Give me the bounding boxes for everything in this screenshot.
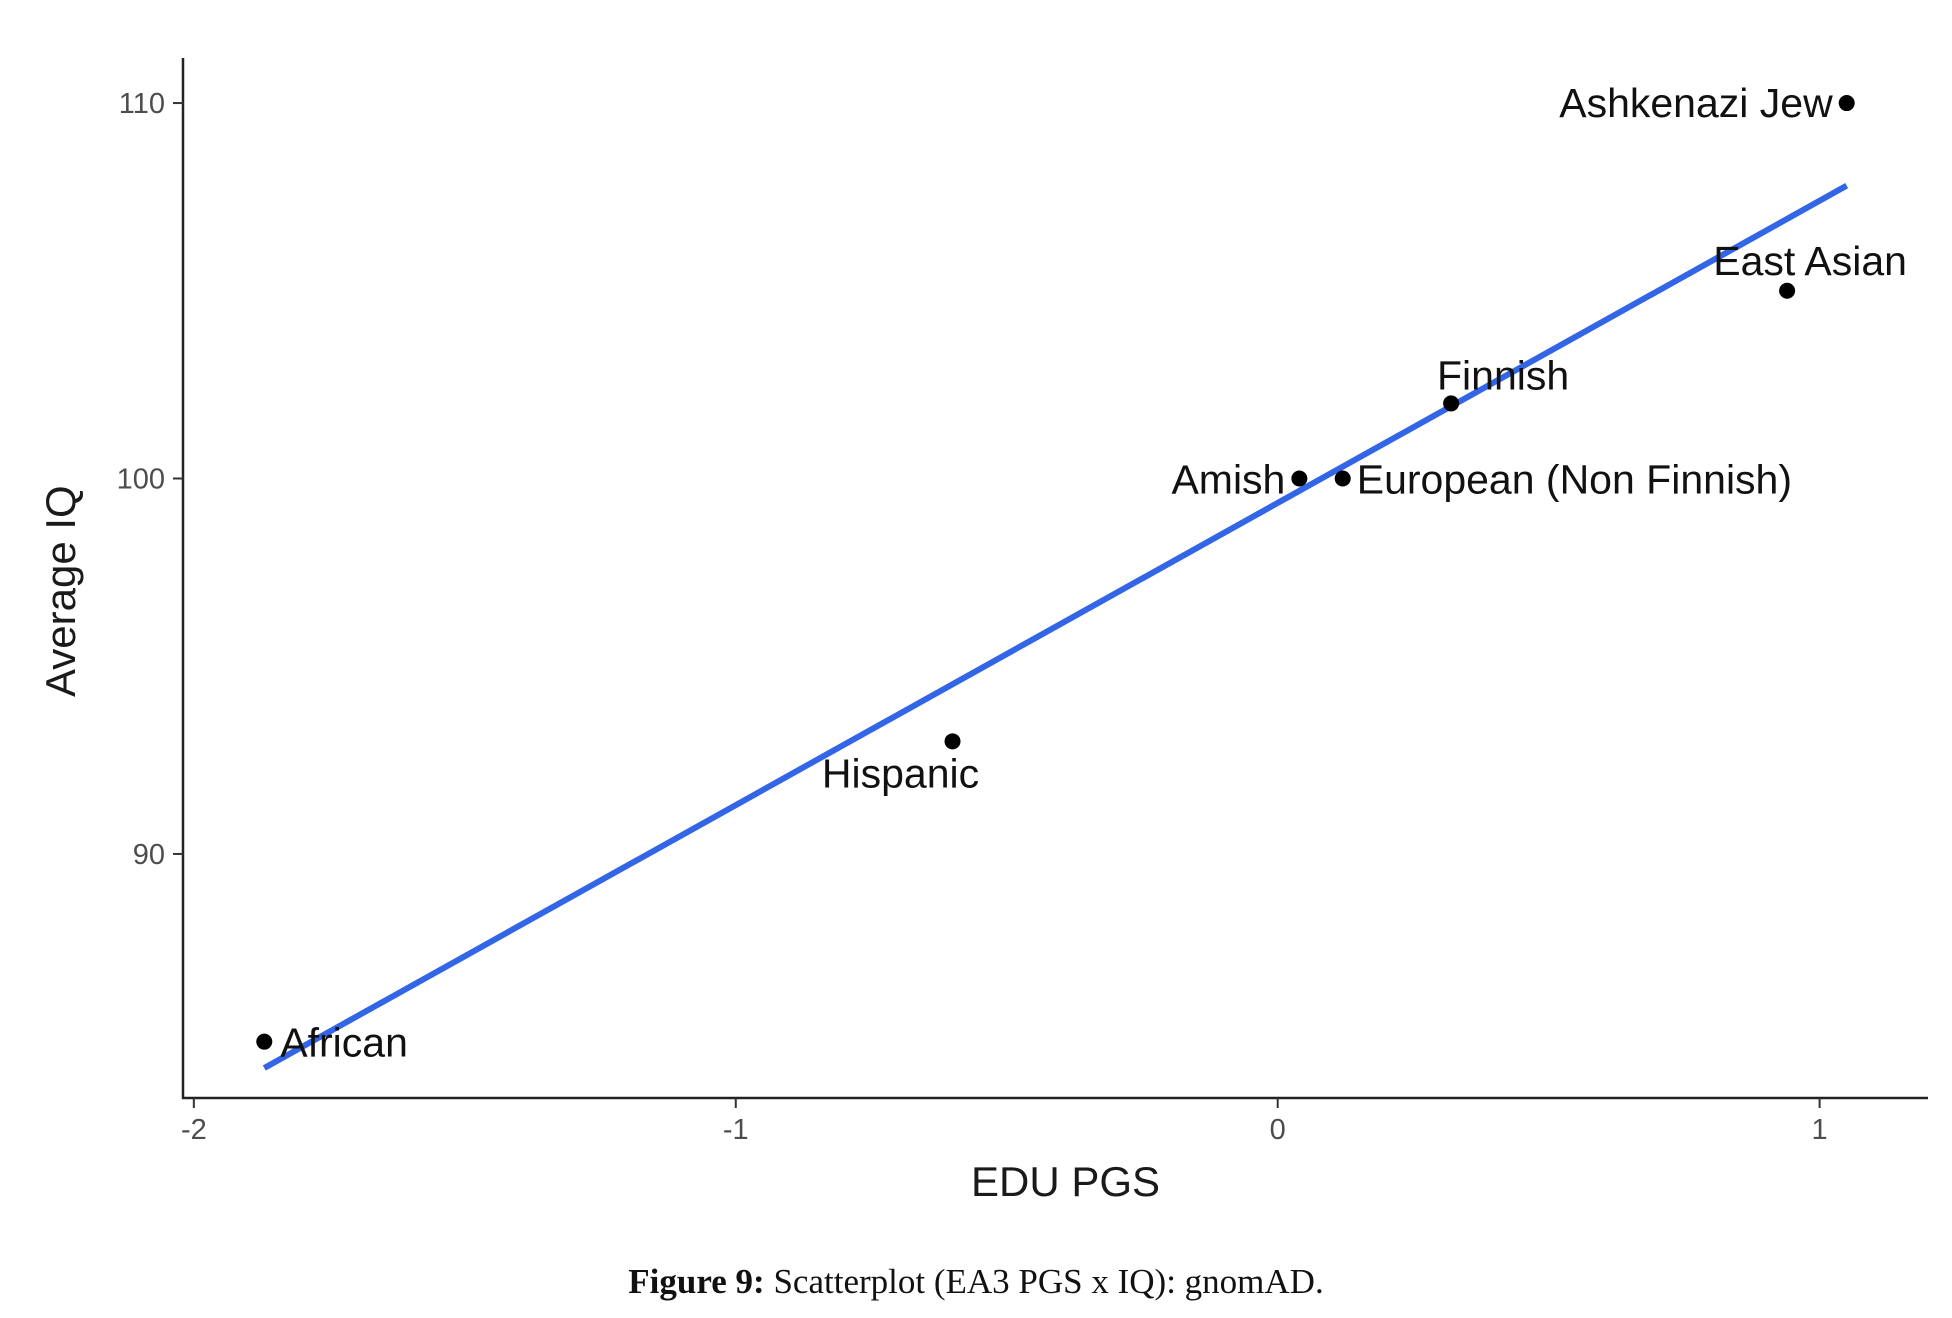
x-tick-label: -2: [181, 1114, 207, 1146]
data-point: [256, 1033, 273, 1050]
point-label: Finnish: [1437, 352, 1569, 398]
point-label: African: [280, 1020, 408, 1066]
caption-text: Scatterplot (EA3 PGS x IQ): gnomAD.: [764, 1262, 1324, 1301]
data-point: [1779, 282, 1796, 299]
x-tick-label: 1: [1812, 1114, 1828, 1146]
data-point: [1838, 95, 1855, 112]
fit-line-group: [262, 183, 1849, 1071]
x-tick-label: 0: [1270, 1114, 1286, 1146]
y-tick-label: 90: [133, 839, 165, 871]
point-label: East Asian: [1713, 238, 1907, 284]
points-group: [256, 95, 1855, 1050]
scatter-chart: 90 100 110 -2 -1 0 1 Ashkenazi Jew East Asian Fi…: [37, 58, 1928, 1205]
data-point: [1334, 470, 1351, 487]
axes: 90 100 110 -2 -1 0 1: [117, 58, 1928, 1146]
data-point: [1443, 395, 1460, 412]
data-point: [944, 733, 961, 750]
x-tick-label: -1: [723, 1114, 749, 1146]
figure-caption: Figure 9: Scatterplot (EA3 PGS x IQ): gn…: [0, 1262, 1952, 1302]
point-label: Hispanic: [822, 750, 979, 796]
y-tick-label: 110: [119, 88, 165, 120]
y-tick-label: 100: [117, 464, 165, 496]
y-axis-title: Average IQ: [37, 485, 84, 697]
caption-label: Figure 9:: [628, 1262, 765, 1301]
point-labels-group: Ashkenazi Jew East Asian Finnish Amish Europ…: [280, 80, 1907, 1066]
regression-line: [262, 183, 1849, 1071]
point-label: Ashkenazi Jew: [1559, 80, 1833, 126]
point-label: European (Non Finnish): [1357, 457, 1792, 503]
data-point: [1291, 470, 1308, 487]
x-axis-title: EDU PGS: [971, 1158, 1160, 1205]
point-label: Amish: [1171, 457, 1285, 503]
